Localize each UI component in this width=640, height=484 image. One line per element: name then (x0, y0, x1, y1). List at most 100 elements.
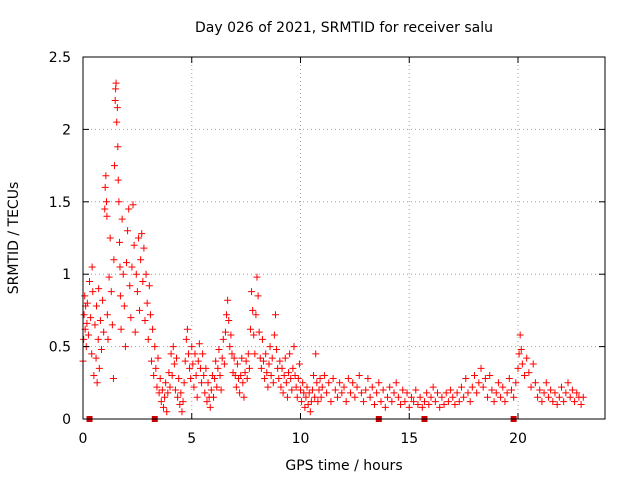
data-point (310, 372, 318, 380)
data-point (253, 273, 261, 281)
data-point (542, 379, 550, 387)
data-point (278, 364, 286, 372)
data-point (544, 393, 552, 401)
data-point (360, 398, 368, 406)
data-point (146, 311, 154, 319)
data-point (157, 398, 165, 406)
data-point (451, 401, 459, 409)
data-point (366, 393, 374, 401)
data-point (305, 389, 313, 397)
data-point (291, 372, 299, 380)
data-point (190, 383, 198, 391)
data-point (362, 386, 370, 394)
data-point (312, 350, 320, 358)
data-point (213, 383, 221, 391)
data-point (233, 360, 241, 368)
data-point (370, 401, 378, 409)
data-point (457, 383, 465, 391)
data-point (307, 398, 315, 406)
data-point (136, 306, 144, 314)
data-point (440, 401, 448, 409)
data-point (80, 335, 88, 343)
data-point (471, 372, 478, 380)
data-point (347, 389, 355, 397)
data-point (142, 270, 150, 278)
data-point (260, 357, 268, 365)
data-point (134, 234, 142, 242)
data-point (129, 201, 137, 209)
data-point (510, 393, 518, 401)
data-point (156, 374, 164, 382)
data-point (442, 389, 450, 397)
data-point (103, 311, 111, 319)
data-point (108, 321, 116, 329)
data-point (83, 299, 91, 307)
plot-frame (82, 56, 606, 420)
data-point (558, 383, 565, 391)
data-point (201, 389, 209, 397)
data-point (119, 270, 127, 278)
data-point (340, 383, 348, 391)
data-point (215, 345, 223, 353)
data-point (261, 374, 269, 382)
data-point (264, 383, 272, 391)
data-point (143, 299, 151, 307)
data-point (269, 379, 277, 387)
data-point (126, 282, 134, 290)
data-point (92, 354, 100, 362)
data-point (270, 331, 278, 339)
data-point (407, 393, 415, 401)
data-point (479, 383, 487, 391)
data-point (117, 325, 125, 333)
data-point (121, 343, 129, 351)
data-point (189, 360, 197, 368)
data-point (123, 259, 130, 267)
data-point (316, 374, 324, 382)
data-point (534, 393, 542, 401)
data-point (266, 343, 274, 351)
data-point (314, 398, 322, 406)
data-point (256, 354, 264, 362)
data-point (99, 296, 107, 304)
data-point (303, 383, 311, 391)
data-point (403, 389, 411, 397)
data-point (277, 383, 285, 391)
data-point (551, 389, 559, 397)
data-point (311, 393, 319, 401)
data-point (166, 383, 174, 391)
data-point (577, 401, 585, 409)
data-point (102, 172, 110, 180)
data-point (540, 389, 548, 397)
data-point (167, 350, 175, 358)
data-point (158, 386, 166, 394)
data-point (230, 354, 238, 362)
data-point (262, 350, 270, 358)
data-point (573, 389, 581, 397)
data-point (265, 360, 273, 368)
data-point (429, 383, 437, 391)
data-point (379, 386, 387, 394)
data-point (150, 372, 158, 380)
data-point (224, 296, 232, 304)
data-point (564, 379, 572, 387)
data-point (453, 389, 461, 397)
data-point (279, 389, 287, 397)
data-point (128, 263, 136, 271)
data-point (538, 398, 546, 406)
data-point (523, 354, 531, 362)
data-point (181, 357, 189, 365)
data-point (344, 374, 352, 382)
data-point (124, 227, 132, 235)
data-point (92, 302, 100, 310)
data-point (241, 369, 249, 377)
y-axis-title: SRMTID / TECUs (6, 182, 22, 295)
data-point (140, 244, 148, 252)
data-point (308, 386, 316, 394)
data-point (531, 379, 539, 387)
data-point (202, 364, 210, 372)
data-point (203, 398, 211, 406)
data-point (288, 386, 296, 394)
data-point (207, 386, 215, 394)
x-tick-label: 0 (79, 431, 88, 447)
